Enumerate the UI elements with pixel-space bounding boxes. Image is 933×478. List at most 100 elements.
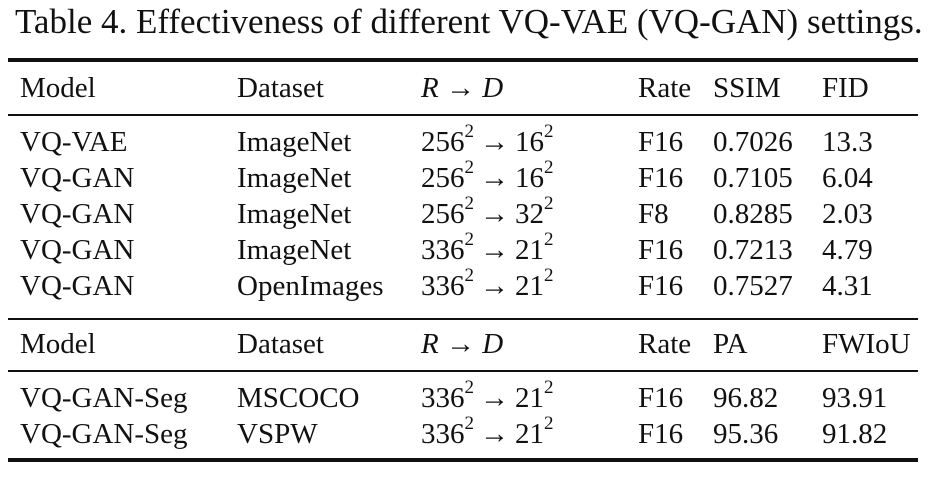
resolution-d: 16 xyxy=(515,162,544,194)
resolution-r-exp: 2 xyxy=(464,413,475,435)
dataset-cell: ImageNet xyxy=(237,126,352,158)
resolution-d-exp: 2 xyxy=(544,413,554,435)
arrow-icon: → xyxy=(445,328,475,360)
metric2-cell: 2.03 xyxy=(822,198,873,230)
resolution-d-exp: 2 xyxy=(544,157,554,179)
header-r-2: R xyxy=(421,328,439,360)
model-cell: VQ-GAN-Seg xyxy=(20,382,188,414)
rate-cell: F8 xyxy=(638,198,669,230)
resolution-cell: 2562 → 322 xyxy=(421,194,554,230)
resolution-r-exp: 2 xyxy=(464,265,475,287)
header-d-2: D xyxy=(482,328,504,360)
arrow-icon: → xyxy=(480,382,509,414)
metric2-cell: 4.79 xyxy=(822,234,873,266)
rate-cell: F16 xyxy=(638,382,684,414)
mid-rule xyxy=(8,318,918,320)
metric1-cell: 0.8285 xyxy=(713,198,793,230)
header-resolution: R → D xyxy=(421,74,503,103)
model-cell: VQ-GAN-Seg xyxy=(20,418,188,450)
header-pa: PA xyxy=(713,328,748,360)
metric1-cell: 95.36 xyxy=(713,418,779,450)
resolution-d: 21 xyxy=(515,270,544,302)
resolution-r-exp: 2 xyxy=(464,229,475,251)
resolution-d: 32 xyxy=(515,198,544,230)
header-dataset-2: Dataset xyxy=(237,328,324,360)
header-rate-2: Rate xyxy=(638,328,692,360)
resolution-r: 336 xyxy=(421,270,465,302)
model-cell: VQ-GAN xyxy=(20,270,135,302)
top-rule xyxy=(8,58,918,62)
metric1-cell: 0.7527 xyxy=(713,270,793,302)
rate-cell: F16 xyxy=(638,162,684,194)
resolution-r: 336 xyxy=(421,234,465,266)
header-dataset: Dataset xyxy=(237,72,324,104)
header-rate: Rate xyxy=(638,72,692,104)
metric1-cell: 0.7026 xyxy=(713,126,793,158)
resolution-r: 336 xyxy=(421,418,465,450)
resolution-r-exp: 2 xyxy=(464,157,475,179)
resolution-d-exp: 2 xyxy=(544,377,554,399)
metric2-cell: 93.91 xyxy=(822,382,888,414)
header-rule xyxy=(8,114,918,116)
header-ssim: SSIM xyxy=(713,72,781,104)
resolution-d: 16 xyxy=(515,126,544,158)
model-cell: VQ-VAE xyxy=(20,126,128,158)
header-d: D xyxy=(482,72,504,104)
resolution-d-exp: 2 xyxy=(544,121,554,143)
rate-cell: F16 xyxy=(638,270,684,302)
resolution-cell: 3362 → 212 xyxy=(421,378,554,414)
model-cell: VQ-GAN xyxy=(20,162,135,194)
resolution-r: 336 xyxy=(421,382,465,414)
resolution-cell: 3362 → 212 xyxy=(421,266,554,302)
resolution-d-exp: 2 xyxy=(544,265,554,287)
dataset-cell: ImageNet xyxy=(237,234,352,266)
header-model: Model xyxy=(20,72,96,104)
resolution-r-exp: 2 xyxy=(464,121,475,143)
metric2-cell: 4.31 xyxy=(822,270,873,302)
header-rule-2 xyxy=(8,370,918,372)
rate-cell: F16 xyxy=(638,418,684,450)
metric2-cell: 6.04 xyxy=(822,162,873,194)
dataset-cell: ImageNet xyxy=(237,162,352,194)
dataset-cell: ImageNet xyxy=(237,198,352,230)
dataset-cell: VSPW xyxy=(237,418,318,450)
resolution-d-exp: 2 xyxy=(544,193,554,215)
header-fwiou: FWIoU xyxy=(822,328,911,360)
arrow-icon: → xyxy=(480,270,509,302)
resolution-cell: 2562 → 162 xyxy=(421,158,554,194)
header-model-2: Model xyxy=(20,328,96,360)
resolution-r-exp: 2 xyxy=(464,193,475,215)
model-cell: VQ-GAN xyxy=(20,234,135,266)
metric1-cell: 96.82 xyxy=(713,382,779,414)
metric1-cell: 0.7213 xyxy=(713,234,793,266)
rate-cell: F16 xyxy=(638,234,684,266)
table-caption: Table 4. Effectiveness of different VQ-V… xyxy=(15,2,923,41)
dataset-cell: MSCOCO xyxy=(237,382,360,414)
arrow-icon: → xyxy=(480,234,509,266)
resolution-cell: 2562 → 162 xyxy=(421,122,554,158)
resolution-d: 21 xyxy=(515,418,544,450)
dataset-cell: OpenImages xyxy=(237,270,384,302)
metric2-cell: 91.82 xyxy=(822,418,888,450)
bottom-rule xyxy=(8,458,918,462)
metric2-cell: 13.3 xyxy=(822,126,873,158)
resolution-r-exp: 2 xyxy=(464,377,475,399)
resolution-cell: 3362 → 212 xyxy=(421,230,554,266)
arrow-icon: → xyxy=(480,162,509,194)
metric1-cell: 0.7105 xyxy=(713,162,793,194)
arrow-icon: → xyxy=(480,126,509,158)
resolution-r: 256 xyxy=(421,162,465,194)
rate-cell: F16 xyxy=(638,126,684,158)
model-cell: VQ-GAN xyxy=(20,198,135,230)
resolution-d: 21 xyxy=(515,234,544,266)
resolution-cell: 3362 → 212 xyxy=(421,414,554,450)
header-r: R xyxy=(421,72,439,104)
arrow-icon: → xyxy=(480,198,509,230)
resolution-r: 256 xyxy=(421,126,465,158)
resolution-r: 256 xyxy=(421,198,465,230)
arrow-icon: → xyxy=(445,72,475,104)
arrow-icon: → xyxy=(480,418,509,450)
header-fid: FID xyxy=(822,72,869,104)
resolution-d: 21 xyxy=(515,382,544,414)
header-resolution-2: R → D xyxy=(421,330,503,359)
